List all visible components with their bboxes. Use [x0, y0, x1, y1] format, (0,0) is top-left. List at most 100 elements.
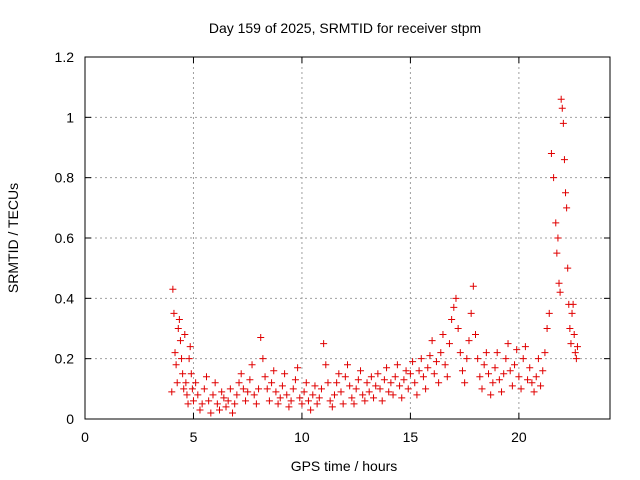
data-point [500, 370, 508, 378]
data-point [524, 376, 532, 384]
data-point [571, 349, 579, 357]
data-point [374, 370, 382, 378]
data-point [200, 385, 208, 393]
data-point [283, 391, 291, 399]
data-point [278, 382, 286, 390]
data-point [298, 400, 306, 408]
data-point [263, 385, 271, 393]
data-point [171, 349, 179, 357]
data-point [552, 219, 560, 227]
data-point [229, 409, 237, 417]
data-point [467, 309, 475, 317]
data-point [322, 361, 330, 369]
data-point [184, 400, 192, 408]
data-point [326, 397, 334, 405]
data-point [281, 370, 289, 378]
data-point [250, 391, 258, 399]
data-point [175, 315, 183, 323]
data-point [550, 174, 558, 182]
data-point [183, 391, 191, 399]
data-point [237, 370, 245, 378]
data-point [185, 355, 193, 363]
data-point [573, 343, 581, 351]
data-point [570, 331, 578, 339]
data-point [458, 367, 466, 375]
data-point [178, 355, 186, 363]
data-point [482, 349, 490, 357]
data-point [400, 376, 408, 384]
x-axis-label: GPS time / hours [291, 458, 398, 474]
data-point [389, 391, 397, 399]
data-point [437, 349, 445, 357]
data-point [411, 379, 419, 387]
x-tick-label: 15 [403, 429, 419, 445]
data-point [207, 409, 215, 417]
data-point [413, 391, 421, 399]
data-point [196, 406, 204, 414]
data-point [485, 370, 493, 378]
data-point [563, 204, 571, 212]
data-points [168, 95, 581, 417]
data-point [508, 382, 516, 390]
data-point [387, 379, 395, 387]
data-point [378, 397, 386, 405]
data-point [554, 234, 562, 242]
data-point [255, 385, 263, 393]
data-point [218, 388, 226, 396]
data-point [519, 355, 527, 363]
data-point [474, 355, 482, 363]
data-point [537, 382, 545, 390]
data-point [346, 382, 354, 390]
data-point [311, 382, 319, 390]
y-tick-label: 1 [66, 109, 74, 125]
data-point [511, 361, 519, 369]
data-point [404, 385, 412, 393]
y-axis-label: SRMTID / TECUs [5, 183, 21, 293]
data-point [289, 385, 297, 393]
data-point [359, 391, 367, 399]
data-point [562, 189, 570, 197]
data-point [209, 391, 217, 399]
data-point [189, 397, 197, 405]
data-point [452, 294, 460, 302]
data-point [224, 397, 232, 405]
data-point [558, 104, 566, 112]
data-point [294, 364, 302, 372]
data-point [567, 340, 575, 348]
data-point [370, 394, 378, 402]
data-point [365, 388, 373, 396]
data-point [526, 364, 534, 372]
data-point [383, 364, 391, 372]
data-point [357, 367, 365, 375]
data-point [557, 95, 565, 103]
data-point [313, 400, 321, 408]
data-point [402, 367, 410, 375]
data-point [432, 358, 440, 366]
data-point [422, 385, 430, 393]
data-point [487, 391, 495, 399]
data-point [415, 367, 423, 375]
data-point [480, 361, 488, 369]
data-point [461, 379, 469, 387]
data-point [569, 300, 577, 308]
data-point [471, 331, 479, 339]
data-point [450, 303, 458, 311]
data-point [367, 373, 375, 381]
data-point [174, 325, 182, 332]
data-point [361, 397, 369, 405]
data-point [489, 379, 497, 387]
data-point [317, 385, 325, 393]
data-point [350, 400, 358, 408]
data-point [530, 388, 538, 396]
data-point [341, 373, 349, 381]
data-point [478, 385, 486, 393]
y-tick-label: 0 [66, 411, 74, 427]
data-point [428, 337, 436, 345]
data-point [335, 370, 343, 378]
data-point [205, 397, 213, 405]
data-point [348, 394, 356, 402]
data-point [276, 394, 284, 402]
data-point [409, 358, 417, 366]
data-point [307, 406, 315, 414]
